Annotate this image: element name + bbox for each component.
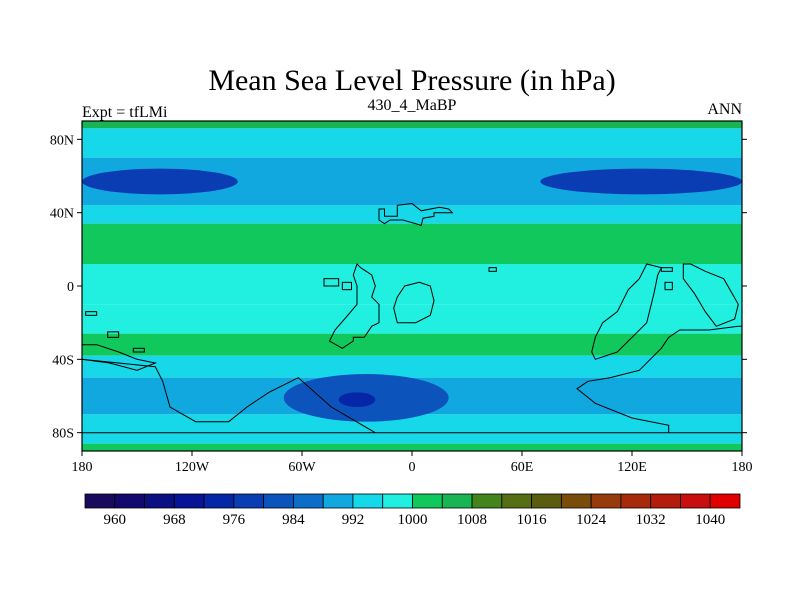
pressure-band-3 xyxy=(82,205,742,224)
colorbar-label: 992 xyxy=(342,512,365,528)
colorbar-swatch xyxy=(471,493,503,509)
pressure-band-10 xyxy=(82,414,742,444)
plot-title: Mean Sea Level Pressure (in hPa) xyxy=(208,64,615,97)
colorbar-swatch xyxy=(352,493,384,509)
colorbar-swatch xyxy=(114,493,145,509)
subtitle-label: 430_4_MaBP xyxy=(368,97,457,114)
island-outline-5 xyxy=(85,311,98,316)
pressure-band-7 xyxy=(82,333,742,356)
central-east-ring-outline xyxy=(393,281,435,324)
island-outline-1 xyxy=(341,281,353,291)
longitude-axis: 180 120W 60W 0 60E 120E 180 xyxy=(72,451,753,475)
colorbar-swatch xyxy=(233,493,265,509)
western-arc-outline xyxy=(81,344,158,371)
colorbar-label: 1008 xyxy=(457,512,487,528)
far-east-landmass-outline xyxy=(682,263,739,327)
colorbar-swatch xyxy=(560,493,592,509)
colorbar-swatch xyxy=(620,493,652,509)
pressure-band-8 xyxy=(82,355,742,378)
colorbar-swatch xyxy=(709,493,741,509)
colorbar-swatch xyxy=(84,493,116,509)
low-pressure-cell-3 xyxy=(338,392,376,407)
pressure-band-11 xyxy=(82,443,742,451)
northern-landmass-outline xyxy=(378,202,454,227)
colorbar-swatch xyxy=(293,493,324,509)
lon-tick-label: 60E xyxy=(511,460,534,475)
lon-tick-label: 0 xyxy=(409,460,416,475)
colorbar-swatch xyxy=(263,493,294,509)
colorbar-swatch xyxy=(501,493,532,509)
colorbar-label: 960 xyxy=(104,512,127,528)
colorbar-swatch xyxy=(382,493,413,509)
colorbar-swatch xyxy=(590,493,622,509)
colorbar: 960 968 976 984 992 1000 1008 1016 1024 1032 1040 xyxy=(84,493,741,528)
lat-tick-label: 40S xyxy=(52,353,74,368)
colorbar-label: 1032 xyxy=(636,512,666,528)
colorbar-swatch xyxy=(680,493,711,509)
lon-tick-label: 120E xyxy=(617,460,647,475)
pressure-band-4 xyxy=(82,223,742,264)
low-pressure-cell-0 xyxy=(82,168,238,195)
pressure-band-1 xyxy=(82,128,742,158)
lon-tick-label: 120W xyxy=(175,460,210,475)
lon-tick-label: 180 xyxy=(732,460,753,475)
island-outline-0 xyxy=(323,278,340,287)
island-outline-6 xyxy=(660,267,673,272)
colorbar-swatch xyxy=(441,493,473,509)
season-label: ANN xyxy=(707,101,742,118)
south-polar-landmass-outline xyxy=(81,325,743,434)
colorbar-swatch xyxy=(322,493,354,509)
pressure-band-0 xyxy=(82,121,742,129)
central-landmass-outline xyxy=(328,263,380,349)
map-panel xyxy=(81,120,743,452)
colorbar-label: 984 xyxy=(282,512,305,528)
colorbar-label: 1040 xyxy=(695,512,725,528)
lat-tick-label: 40N xyxy=(50,207,74,222)
colorbar-label: 1000 xyxy=(398,512,428,528)
colorbar-swatch xyxy=(173,493,205,509)
colorbar-swatch xyxy=(650,493,681,509)
island-outline-3 xyxy=(107,331,120,338)
latitude-axis: 80N 40N 0 40S 80S xyxy=(50,133,747,442)
lon-tick-label: 180 xyxy=(72,460,93,475)
lat-tick-label: 0 xyxy=(67,280,74,295)
colorbar-label: 1016 xyxy=(517,512,548,528)
continent-outlines xyxy=(81,202,743,434)
lat-tick-label: 80S xyxy=(52,427,74,442)
low-pressure-cells xyxy=(82,168,743,422)
colorbar-swatch xyxy=(144,493,175,509)
colorbar-swatch xyxy=(203,493,235,509)
colorbar-label: 976 xyxy=(223,512,246,528)
low-pressure-cell-1 xyxy=(540,168,743,195)
island-outline-4 xyxy=(132,347,145,353)
experiment-label: Expt = tfLMi xyxy=(82,104,168,121)
colorbar-swatch xyxy=(531,493,562,509)
colorbar-swatch xyxy=(412,493,443,509)
pressure-band-6 xyxy=(82,304,742,334)
island-outline-2 xyxy=(488,267,497,272)
colorbar-label: 968 xyxy=(163,512,186,528)
island-outline-7 xyxy=(664,281,673,291)
lon-tick-label: 60W xyxy=(288,460,316,475)
lat-tick-label: 80N xyxy=(50,133,74,148)
colorbar-label: 1024 xyxy=(576,512,607,528)
